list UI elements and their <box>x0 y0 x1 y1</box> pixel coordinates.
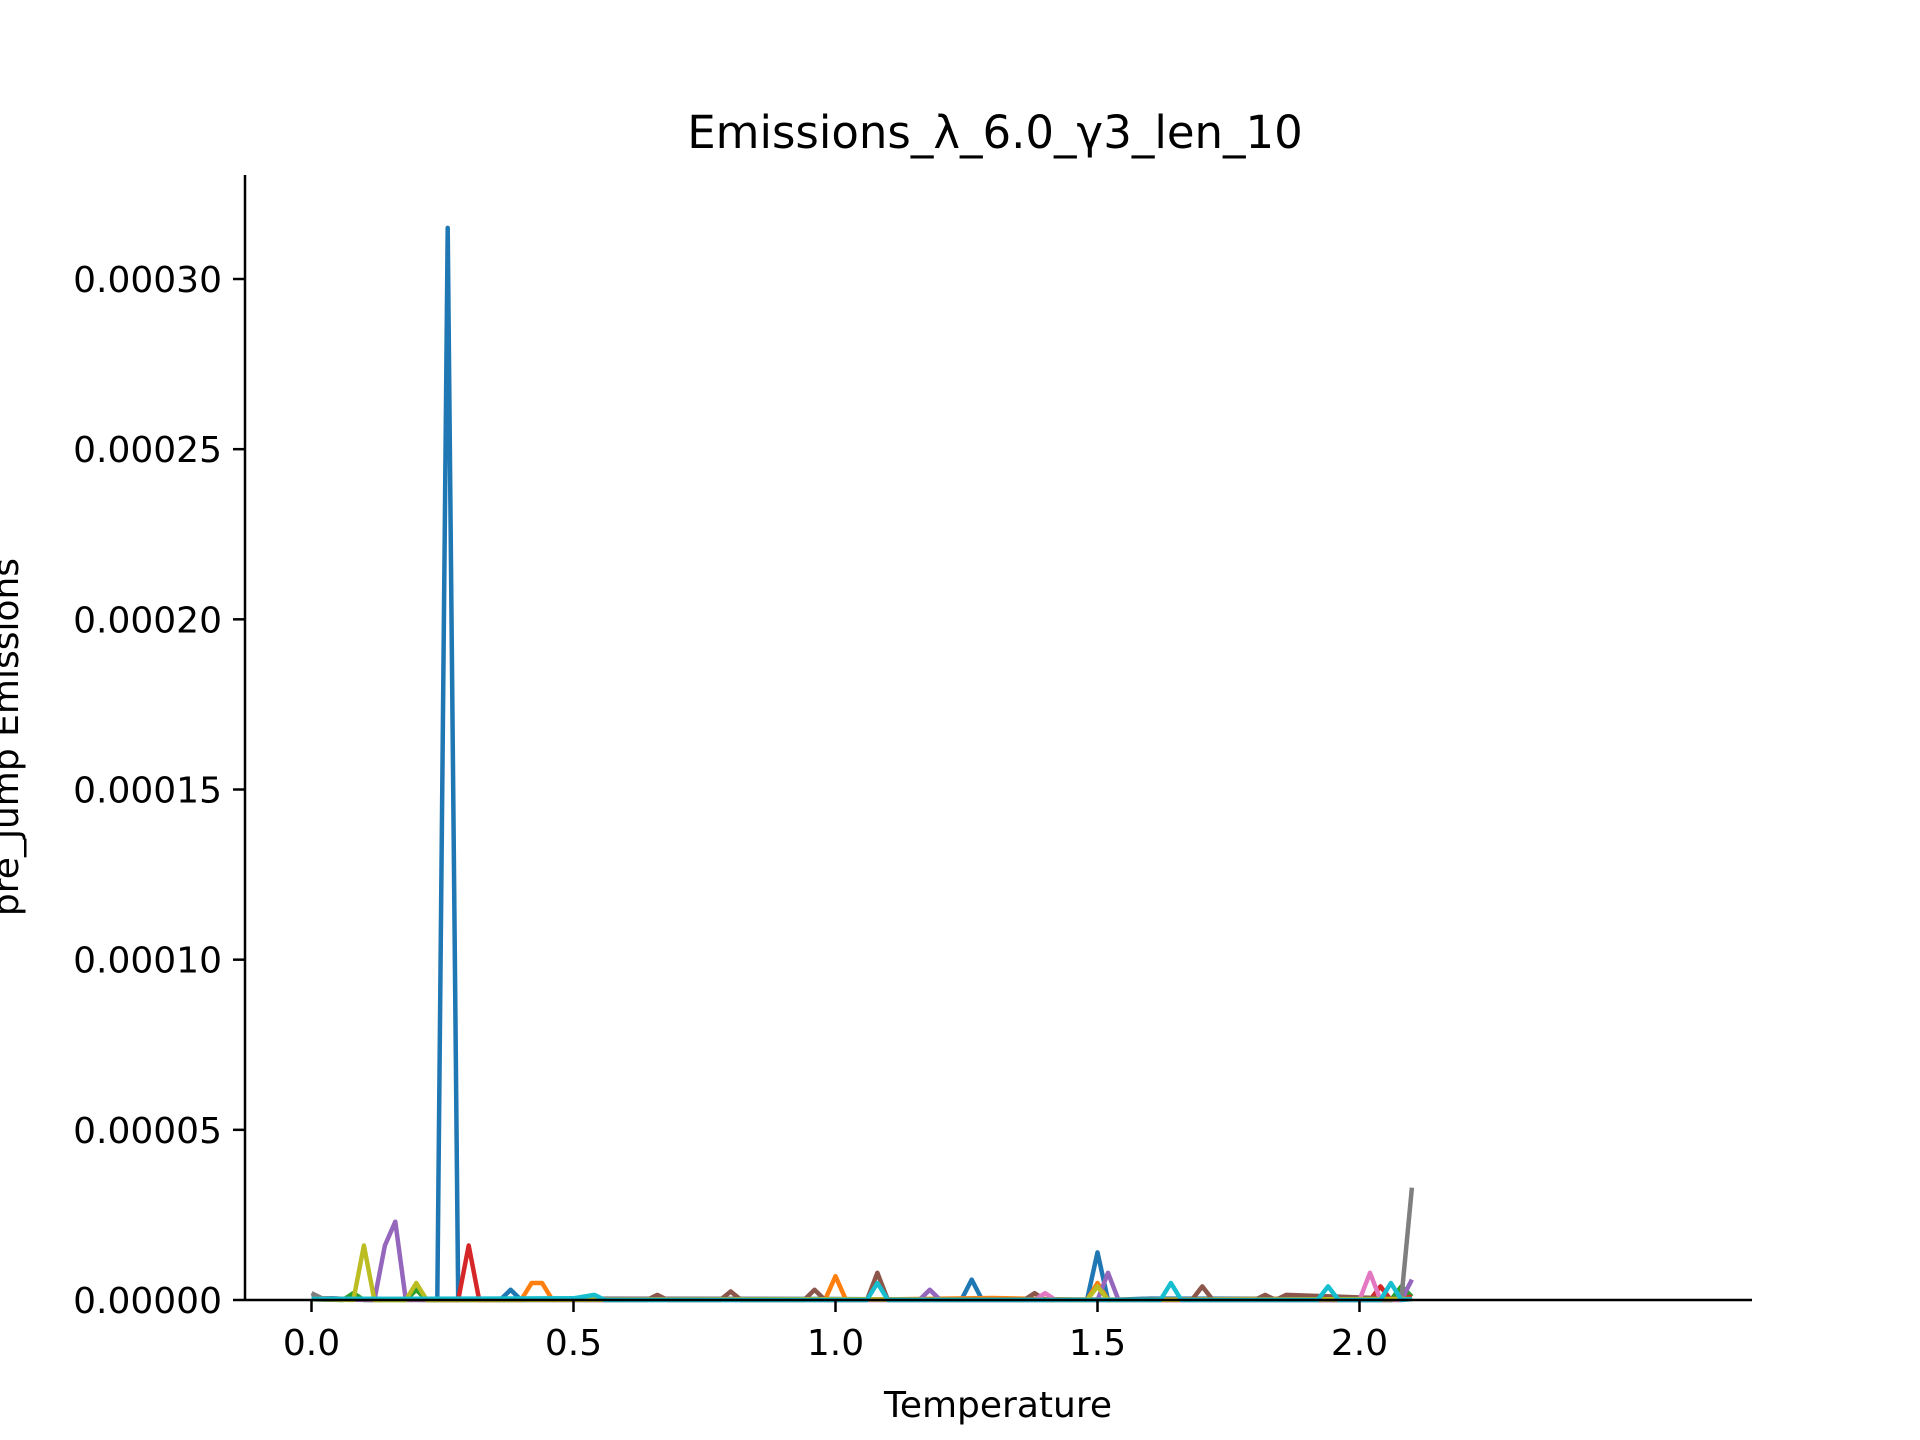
x-tick-label: 1.5 <box>1069 1323 1126 1364</box>
y-tick-label: 0.00030 <box>73 260 222 301</box>
series-line-10 <box>311 1280 1413 1303</box>
series-layer <box>310 225 1415 1303</box>
x-axis-label: Temperature <box>883 1385 1112 1426</box>
y-ticks: 0.00000 0.00005 0.00010 0.00015 0.00020 0.000… <box>73 260 245 1322</box>
x-tick-label: 2.0 <box>1331 1323 1388 1364</box>
x-tick-label: 1.0 <box>807 1323 864 1364</box>
y-tick-label: 0.00005 <box>73 1111 222 1152</box>
chart-title: Emissions_λ_6.0_γ3_len_10 <box>687 106 1303 159</box>
series-line-4 <box>311 1243 1413 1303</box>
x-tick-label: 0.5 <box>545 1323 602 1364</box>
y-tick-label: 0.00020 <box>73 600 222 641</box>
series-line-9 <box>311 1243 1412 1303</box>
y-tick-label: 0.00025 <box>73 430 222 471</box>
y-tick-label: 0.00010 <box>73 941 222 982</box>
series-line-3 <box>311 1284 1414 1303</box>
x-tick-label: 0.0 <box>283 1323 340 1364</box>
y-axis-label: pre_jump Emissions <box>0 558 27 916</box>
x-ticks: 0.0 0.5 1.0 1.5 2.0 <box>283 1300 1388 1364</box>
y-tick-label: 0.00015 <box>73 771 222 812</box>
series-line-1 <box>311 225 1412 1303</box>
y-tick-label: 0.00000 <box>73 1281 222 1322</box>
